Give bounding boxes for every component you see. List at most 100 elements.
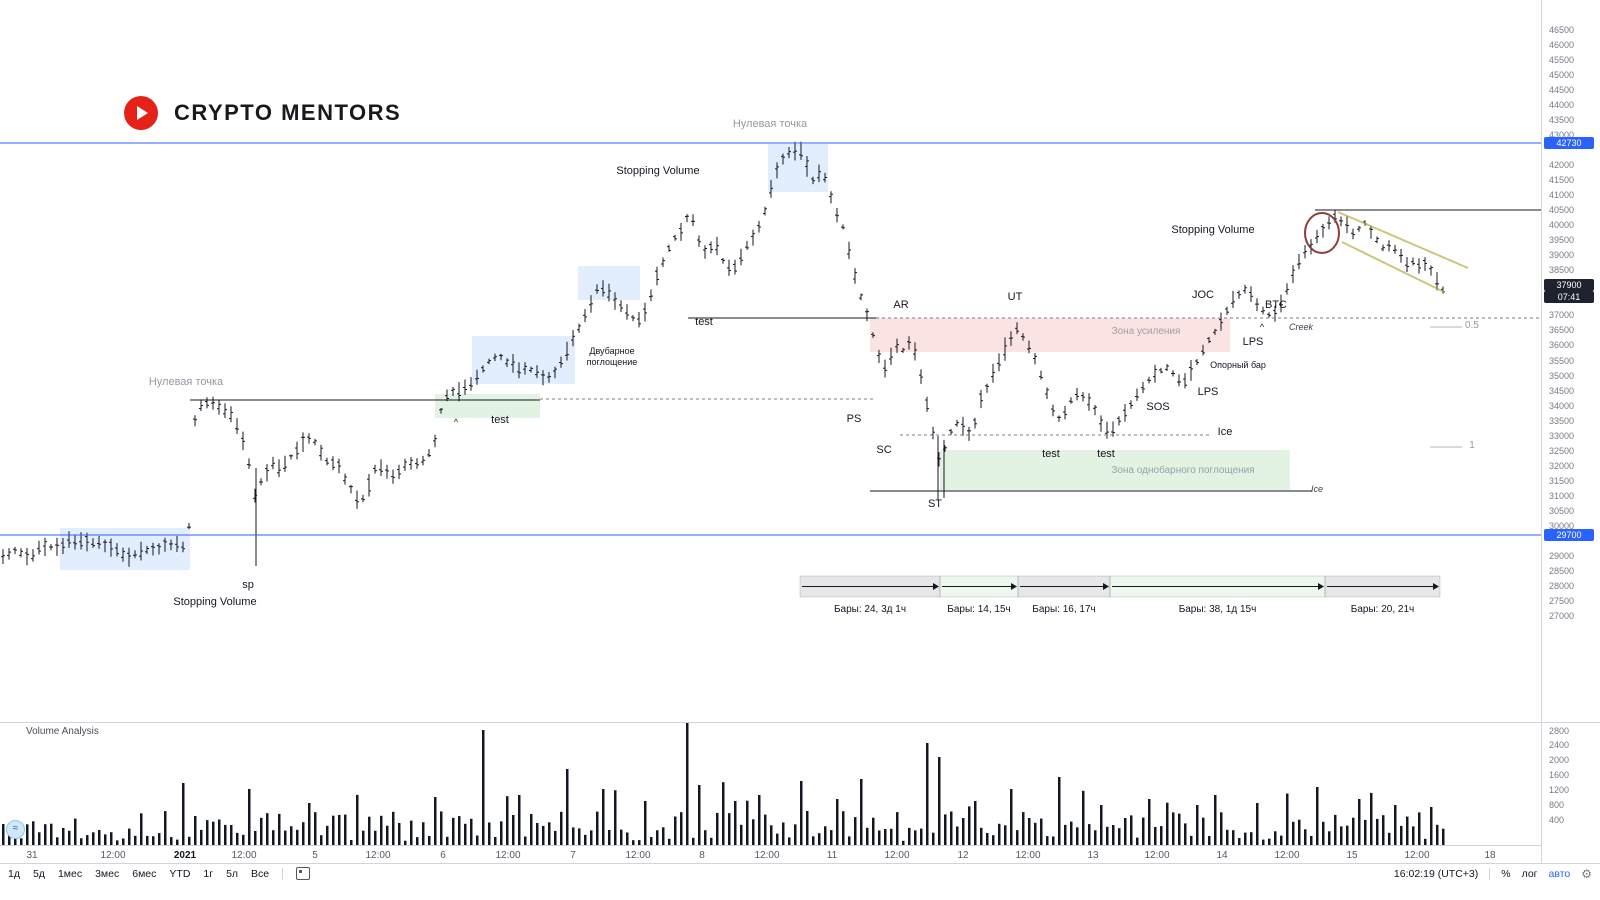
range-button-5д[interactable]: 5д bbox=[32, 867, 45, 880]
volume-tick-label: 800 bbox=[1549, 800, 1565, 810]
price-tick-label: 36500 bbox=[1549, 325, 1575, 336]
price-tick-label: 34500 bbox=[1549, 385, 1575, 396]
time-tick-label: 15 bbox=[1346, 850, 1358, 861]
range-button-1мес[interactable]: 1мес bbox=[57, 867, 83, 880]
price-tag-42730: 42730 bbox=[1544, 137, 1594, 149]
time-tick-label: 12:00 bbox=[231, 850, 257, 861]
price-tick-label: 44000 bbox=[1549, 99, 1575, 110]
volume-tick-label: 2800 bbox=[1549, 726, 1570, 736]
price-tick-label: 30500 bbox=[1549, 505, 1575, 516]
date-range-measures[interactable] bbox=[799, 575, 1441, 598]
price-tag-07:41: 07:41 bbox=[1544, 291, 1594, 303]
price-tag-29700: 29700 bbox=[1544, 529, 1594, 541]
price-axis[interactable]: 46500 46000 45500 45000 44500 44000 43500 43000… bbox=[1541, 0, 1600, 863]
price-tick-label: 36000 bbox=[1549, 340, 1575, 351]
price-tick-label: 43000 bbox=[1549, 129, 1575, 140]
range-button-1д[interactable]: 1д bbox=[8, 867, 20, 880]
time-axis[interactable]: 31 12:00 2021 12:00 5 12:00 6 12:00 7 12:00 8 12:00… bbox=[0, 845, 1541, 864]
range-button-YTD[interactable]: YTD bbox=[169, 867, 191, 880]
price-tick-label: 46500 bbox=[1549, 24, 1575, 35]
price-tick-label: 31500 bbox=[1549, 475, 1575, 486]
volume-tick-label: 2000 bbox=[1549, 755, 1570, 765]
price-tick-label: 34000 bbox=[1549, 400, 1575, 411]
price-tick-label: 38500 bbox=[1549, 265, 1575, 276]
time-tick-label: 31 bbox=[26, 850, 38, 861]
time-tick-label: 12:00 bbox=[1404, 850, 1430, 861]
time-tick-label: 2021 bbox=[173, 850, 197, 861]
pane-separator[interactable] bbox=[0, 722, 1600, 723]
circle-annotation[interactable] bbox=[1304, 212, 1340, 254]
price-tick-label: 35000 bbox=[1549, 370, 1575, 381]
range-buttons: 1д 5д 1мес 3мес 6мес YTD 1г 5л Все bbox=[8, 868, 269, 880]
volume-tick-label: 400 bbox=[1549, 815, 1565, 825]
time-tick-label: 7 bbox=[570, 850, 576, 861]
time-tick-label: 12:00 bbox=[625, 850, 651, 861]
volume-tick-label: 1200 bbox=[1549, 785, 1570, 795]
price-tick-label: 39000 bbox=[1549, 250, 1575, 261]
go-to-date-icon[interactable] bbox=[296, 867, 311, 880]
price-tick-label: 45000 bbox=[1549, 69, 1575, 80]
chart-canvas bbox=[0, 141, 1541, 845]
price-tick-label: 28500 bbox=[1549, 566, 1575, 577]
price-tick-label: 28000 bbox=[1549, 581, 1575, 592]
range-button-1г[interactable]: 1г bbox=[203, 867, 214, 880]
main-chart[interactable]: Нулевая точка Нулевая точка Stopping Volum… bbox=[0, 0, 1541, 845]
price-tag-37900: 37900 bbox=[1544, 279, 1594, 291]
price-tick-label: 31000 bbox=[1549, 490, 1575, 501]
log-scale-button[interactable]: лог bbox=[1521, 867, 1538, 880]
volume-tick-label: 2400 bbox=[1549, 740, 1570, 750]
brand-name: CRYPTO MENTORS bbox=[174, 100, 402, 125]
time-tick-label: 12:00 bbox=[100, 850, 126, 861]
price-tick-label: 40500 bbox=[1549, 205, 1575, 216]
toolbar-divider bbox=[282, 867, 284, 880]
range-button-3мес[interactable]: 3мес bbox=[95, 867, 120, 880]
range-button-6мес[interactable]: 6мес bbox=[132, 867, 157, 880]
drawing-lines[interactable] bbox=[0, 142, 1541, 536]
time-tick-label: 12:00 bbox=[754, 850, 780, 861]
price-tick-label: 40000 bbox=[1549, 220, 1575, 231]
range-button-5л[interactable]: 5л bbox=[226, 867, 239, 880]
price-tick-label: 37000 bbox=[1549, 310, 1575, 321]
channel-watermark: CRYPTO MENTORS bbox=[124, 96, 401, 130]
price-tick-label: 27000 bbox=[1549, 611, 1575, 622]
volume-tick-label: 1600 bbox=[1549, 770, 1570, 780]
volume-pane-label: Volume Analysis bbox=[26, 726, 99, 737]
time-tick-label: 6 bbox=[440, 850, 446, 861]
price-tick-label: 33000 bbox=[1549, 430, 1575, 441]
bottom-toolbar: 1д 5д 1мес 3мес 6мес YTD 1г 5л Все 16:02:19 (UTC… bbox=[0, 863, 1600, 883]
price-tick-label: 41000 bbox=[1549, 190, 1575, 201]
price-tick-label: 45500 bbox=[1549, 54, 1575, 65]
time-tick-label: 12:00 bbox=[1015, 850, 1041, 861]
price-tick-label: 46000 bbox=[1549, 39, 1575, 50]
highlight-zones[interactable] bbox=[60, 144, 1290, 570]
time-tick-label: 12:00 bbox=[1144, 850, 1170, 861]
time-tick-label: 12 bbox=[957, 850, 969, 861]
youtube-icon bbox=[124, 96, 158, 130]
time-tick-label: 18 bbox=[1484, 850, 1496, 861]
auto-scale-button[interactable]: авто bbox=[1548, 867, 1571, 880]
time-tick-label: 14 bbox=[1216, 850, 1228, 861]
time-tick-label: 12:00 bbox=[495, 850, 521, 861]
settings-gear-icon[interactable]: ⚙ bbox=[1581, 866, 1592, 881]
range-button-Все[interactable]: Все bbox=[251, 867, 270, 880]
volume-indicator-icon[interactable]: ≈ bbox=[6, 820, 25, 839]
price-tick-label: 32500 bbox=[1549, 445, 1575, 456]
price-tick-label: 43500 bbox=[1549, 114, 1575, 125]
time-tick-label: 11 bbox=[826, 850, 838, 861]
price-bars bbox=[1, 141, 1445, 567]
clock[interactable]: 16:02:19 (UTC+3) bbox=[1393, 867, 1479, 880]
price-tick-label: 27500 bbox=[1549, 596, 1575, 607]
price-tick-label: 41500 bbox=[1549, 175, 1575, 185]
price-tick-label: 39500 bbox=[1549, 235, 1575, 246]
price-tick-label: 42000 bbox=[1549, 159, 1575, 170]
price-tick-label: 44500 bbox=[1549, 84, 1575, 95]
price-tick-label: 33500 bbox=[1549, 415, 1575, 426]
time-tick-label: 12:00 bbox=[884, 850, 910, 861]
volume-bars bbox=[2, 723, 1445, 845]
price-tick-label: 30000 bbox=[1549, 520, 1575, 531]
time-tick-label: 13 bbox=[1087, 850, 1099, 861]
percent-scale-button[interactable]: % bbox=[1501, 867, 1511, 880]
time-tick-label: 12:00 bbox=[365, 850, 391, 861]
price-tick-label: 32000 bbox=[1549, 460, 1575, 471]
price-tick-label: 35500 bbox=[1549, 355, 1575, 366]
